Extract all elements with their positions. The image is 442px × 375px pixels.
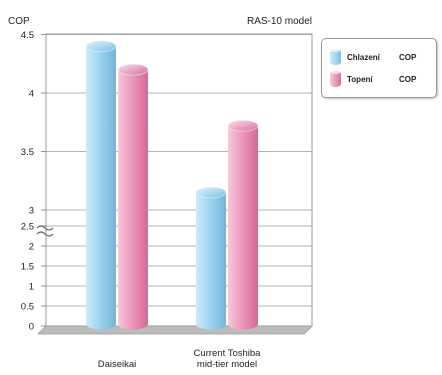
y-tick-label: 1 (29, 282, 34, 293)
y-tick-label: 2.5 (21, 222, 34, 233)
y-tick-labels: 0 0.5 1 1.5 2 2.5 3 3.5 4 4.5 (21, 30, 34, 333)
y-tick-label: 1.5 (21, 262, 34, 273)
legend-item-chlazeni: Chlazení COP (330, 47, 416, 67)
bar (85, 40, 117, 330)
y-axis-label: COP (8, 16, 30, 27)
y-tick-label: 0 (29, 322, 34, 333)
bars-group (85, 40, 259, 330)
chart-floor (37, 325, 313, 335)
x-tick-label: Daiseikai (98, 359, 137, 370)
chart-title: RAS-10 model (247, 16, 312, 27)
legend-swatch-chlazeni (330, 48, 341, 65)
y-tick-label: 0.5 (21, 302, 34, 313)
axis-break-mark (36, 225, 54, 237)
legend-label: Topení (347, 74, 373, 84)
legend-swatch-topeni (330, 70, 341, 87)
bar (227, 119, 259, 330)
legend-unit: COP (399, 52, 417, 62)
y-tick-label: 3.5 (21, 147, 34, 158)
plot-area (45, 33, 313, 327)
legend-unit: COP (399, 74, 417, 84)
y-tick-label: 2 (29, 242, 34, 253)
x-tick-label: Current Toshiba mid-tier model (194, 348, 262, 370)
y-tick-label: 4.5 (21, 30, 34, 41)
bar (117, 63, 149, 330)
chart-legend: Chlazení COP Topení COP (321, 38, 437, 98)
legend-label: Chlazení (347, 52, 380, 62)
legend-item-topeni: Topení COP (330, 69, 416, 89)
y-tick-label: 3 (29, 206, 34, 217)
y-tick-label: 4 (29, 89, 34, 100)
bar (195, 186, 227, 330)
x-tick-labels: Daiseikai Current Toshiba mid-tier model (98, 348, 261, 370)
